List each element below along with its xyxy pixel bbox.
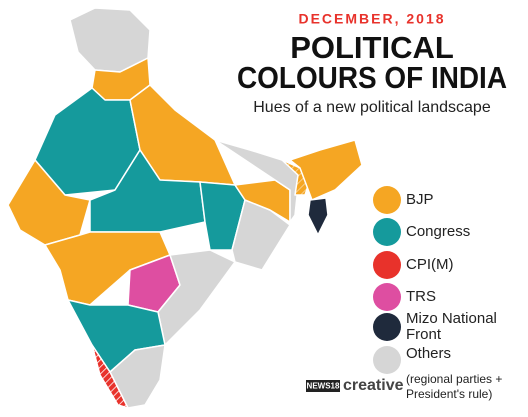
- legend-swatch: [373, 283, 401, 311]
- footer-label: creative: [343, 377, 404, 394]
- title: COLOURS OF INDIA: [237, 60, 507, 95]
- legend: BJP Congress CPI(M) TRS Mizo National Front Ot…: [373, 186, 502, 401]
- legend-label: CPI(M): [406, 256, 454, 273]
- legend-label: Congress: [406, 223, 470, 240]
- legend-swatch: [373, 251, 401, 279]
- legend-swatch: [373, 186, 401, 214]
- region: [289, 139, 363, 201]
- legend-swatch: [373, 346, 401, 374]
- date: DECEMBER, 2018: [298, 11, 445, 27]
- legend-label: TRS: [406, 288, 436, 305]
- legend-swatch: [373, 218, 401, 246]
- india-map: [7, 7, 363, 409]
- logo-box: [306, 380, 340, 392]
- title: POLITICAL: [290, 30, 454, 65]
- region: [307, 197, 329, 236]
- subtitle: Hues of a new political landscape: [253, 99, 491, 116]
- legend-label: BJP: [406, 191, 434, 208]
- legend-label: Mizo National Front: [406, 310, 497, 343]
- legend-swatch: [373, 313, 401, 341]
- brand: NEWS18: [307, 382, 340, 391]
- region: [91, 344, 129, 409]
- legend-label: Others: [406, 345, 451, 362]
- legend-note: (regional parties + President's rule): [406, 372, 502, 401]
- region: [7, 159, 91, 246]
